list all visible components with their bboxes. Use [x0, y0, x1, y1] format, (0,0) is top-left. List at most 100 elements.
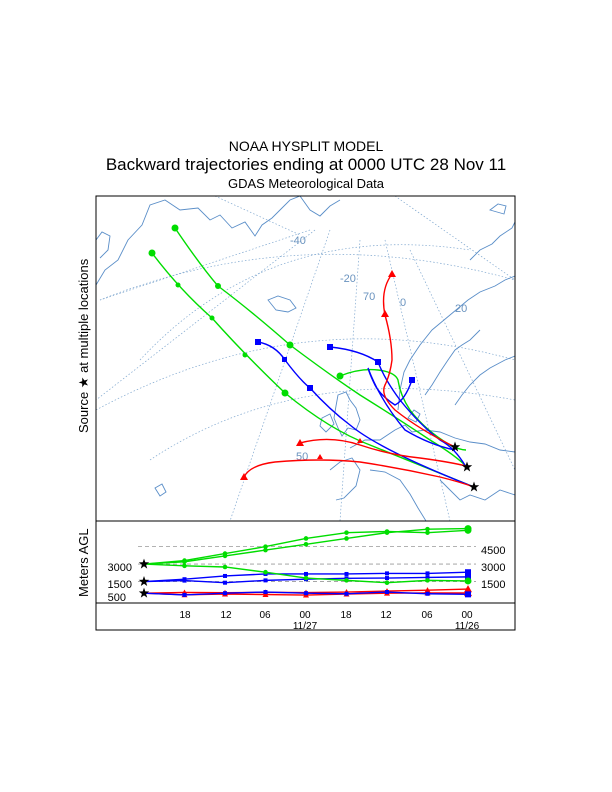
- marker-triangle: [388, 270, 396, 277]
- x-tick-label: 06: [259, 610, 271, 621]
- marker-circle: [281, 389, 289, 397]
- trajectory-blue-3: [367, 367, 456, 451]
- altitude-series-marker: [464, 526, 472, 534]
- balkan-coast: [439, 479, 515, 501]
- trajectory-markers: [148, 224, 480, 492]
- altitude-series-marker: [385, 571, 389, 576]
- altitude-series-marker: [304, 591, 308, 596]
- altitude-series-marker: [344, 530, 349, 535]
- altitude-series-marker: [465, 591, 471, 598]
- altitude-series-marker: [465, 573, 471, 580]
- longitude-line: [214, 196, 301, 236]
- x-tick-label: 12: [220, 610, 232, 621]
- altitude-series-marker: [424, 587, 431, 593]
- marker-triangle: [240, 473, 248, 480]
- marker-square: [282, 357, 287, 362]
- x-axis: 18 12 06 00 18 12 06 00 11/27 11/26: [179, 610, 479, 632]
- altitude-series-marker: [182, 563, 187, 569]
- y-tick-right: 3000: [481, 562, 505, 574]
- iberia-coast: [329, 457, 361, 501]
- altitude-series-marker: [222, 551, 228, 556]
- marker-square: [255, 339, 261, 345]
- altitude-series-marker: [344, 536, 349, 541]
- altitude-series-line: [143, 529, 469, 565]
- y-tick-right: 1500: [481, 579, 505, 591]
- altitude-series-marker: [263, 569, 268, 575]
- sweden-coast: [424, 329, 481, 396]
- plot-title: Backward trajectories ending at 0000 UTC…: [105, 155, 507, 174]
- grid-label: 70: [363, 291, 375, 303]
- altitude-series-marker: [263, 544, 268, 549]
- longitude-line: [96, 229, 316, 401]
- norway-coast: [397, 275, 515, 411]
- greenland-coast: [96, 196, 301, 286]
- source-star: [468, 481, 480, 492]
- grid-label: 50: [296, 451, 308, 463]
- grid-label: -40: [290, 235, 306, 247]
- altitude-series-marker: [303, 541, 309, 547]
- altitude-series-marker: [182, 577, 187, 582]
- altitude-series-marker: [464, 577, 472, 585]
- altitude-series: [143, 525, 472, 598]
- altitude-series-marker: [303, 536, 309, 541]
- trajectory-red-2: [299, 438, 467, 467]
- longitude-line: [384, 239, 451, 521]
- y-tick-right: 4500: [481, 545, 505, 557]
- altitude-series-marker: [464, 585, 472, 593]
- altitude-series-marker: [425, 591, 430, 596]
- altitude-series-marker: [384, 580, 390, 586]
- marker-triangle: [357, 438, 363, 443]
- grid-label: 20: [455, 303, 467, 315]
- azores-island: [154, 483, 167, 497]
- latitude-line: [99, 253, 515, 301]
- x-date-label: 11/26: [455, 621, 480, 632]
- y-tick-left: 1500: [108, 579, 132, 591]
- altitude-start-star: [138, 558, 150, 569]
- marker-circle: [336, 372, 344, 380]
- altitude-tick-labels: 3000 1500 500 4500 3000 1500: [108, 545, 506, 604]
- marker-circle: [175, 282, 181, 288]
- marker-square: [327, 344, 333, 350]
- x-tick-label: 06: [421, 610, 433, 621]
- altitude-series-marker: [223, 591, 227, 596]
- altitude-series-marker: [344, 578, 349, 583]
- altitude-series-marker: [465, 569, 471, 576]
- latitude-line: [139, 244, 471, 361]
- longitude-line: [394, 196, 515, 281]
- longitude-line: [339, 239, 361, 521]
- y-tick-left: 500: [108, 592, 126, 604]
- altitude-series-marker: [182, 592, 187, 597]
- altitude-frame: [95, 520, 516, 631]
- marker-triangle: [381, 310, 389, 317]
- marker-square: [307, 385, 313, 391]
- altitude-series-marker: [425, 526, 430, 532]
- data-source: GDAS Meteorological Data: [227, 176, 385, 191]
- altitude-series-marker: [263, 590, 268, 595]
- altitude-series-marker: [384, 529, 390, 534]
- x-tick-label: 18: [340, 610, 352, 621]
- altitude-series-marker: [262, 591, 269, 597]
- altitude-series-marker: [263, 578, 268, 583]
- marker-square: [375, 359, 381, 365]
- altitude-series-marker: [425, 530, 430, 535]
- x-tick-label: 00: [461, 610, 473, 621]
- altitude-start-star: [138, 587, 150, 598]
- altitude-series-marker: [263, 547, 268, 553]
- altitude-series-marker: [182, 558, 187, 563]
- continent-north-coast: [349, 424, 515, 453]
- iceland-coast: [267, 295, 297, 313]
- trajectory-green-low: [339, 368, 467, 451]
- ireland-coast: [319, 413, 335, 433]
- trajectory-blue-2: [329, 346, 467, 468]
- altitude-series-marker: [223, 580, 227, 585]
- altitude-series-marker: [385, 576, 389, 581]
- altitude-series-marker: [425, 571, 430, 576]
- baltic-coast: [454, 355, 515, 406]
- marker-triangle: [296, 439, 304, 446]
- marker-circle: [148, 249, 156, 257]
- marker-circle: [215, 283, 221, 289]
- latitude-line: [96, 338, 515, 411]
- longitude-line: [99, 229, 311, 301]
- altitude-series-marker: [425, 575, 430, 580]
